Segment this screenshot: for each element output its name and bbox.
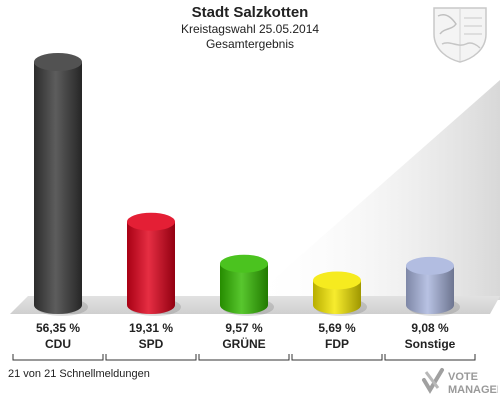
chart-subtitle-result: Gesamtergebnis [205,37,295,51]
category-label-fdp: FDP [325,337,349,351]
category-label-spd: SPD [139,337,164,351]
bar-sonstige [406,256,460,316]
bar-series [34,53,460,316]
value-label-grne: 9,57 % [225,321,263,335]
bar-spd [127,212,181,316]
chart-title: Stadt Salzkotten [191,4,309,21]
bracket-sonstige [384,354,476,361]
value-label-spd: 19,31 % [129,321,173,335]
value-label-cdu: 56,35 % [36,321,80,335]
category-brackets [12,354,476,361]
category-label-cdu: CDU [45,337,71,351]
category-label-grne: GRÜNE [222,336,265,351]
category-labels: CDU SPD GRÜNE FDP Sonstige [45,336,456,351]
reporting-status: 21 von 21 Schnellmeldungen [8,368,150,380]
value-labels: 56,35 % 19,31 % 9,57 % 5,69 % 9,08 % [36,321,449,335]
category-label-sonstige: Sonstige [405,337,456,351]
bracket-fdp [291,354,383,361]
bar-cdu [34,53,88,316]
bracket-grne [198,354,290,361]
chart-subtitle-election: Kreistagswahl 25.05.2014 [180,22,320,36]
svg-text:MANAGER: MANAGER [448,384,498,396]
chart-back-wall [250,80,500,300]
chart-header: Stadt Salzkotten Kreistagswahl 25.05.201… [0,4,500,52]
bar-fdp [313,271,367,316]
value-label-fdp: 5,69 % [318,321,356,335]
coat-of-arms-icon [433,7,487,63]
vote-manager-logo: VOTE MANAGER [422,368,498,396]
svg-text:VOTE: VOTE [448,371,478,383]
checkmark-icon [422,368,444,394]
value-label-sonstige: 9,08 % [411,321,449,335]
bracket-spd [105,354,197,361]
bracket-cdu [12,354,104,361]
bar-grne [220,254,274,316]
